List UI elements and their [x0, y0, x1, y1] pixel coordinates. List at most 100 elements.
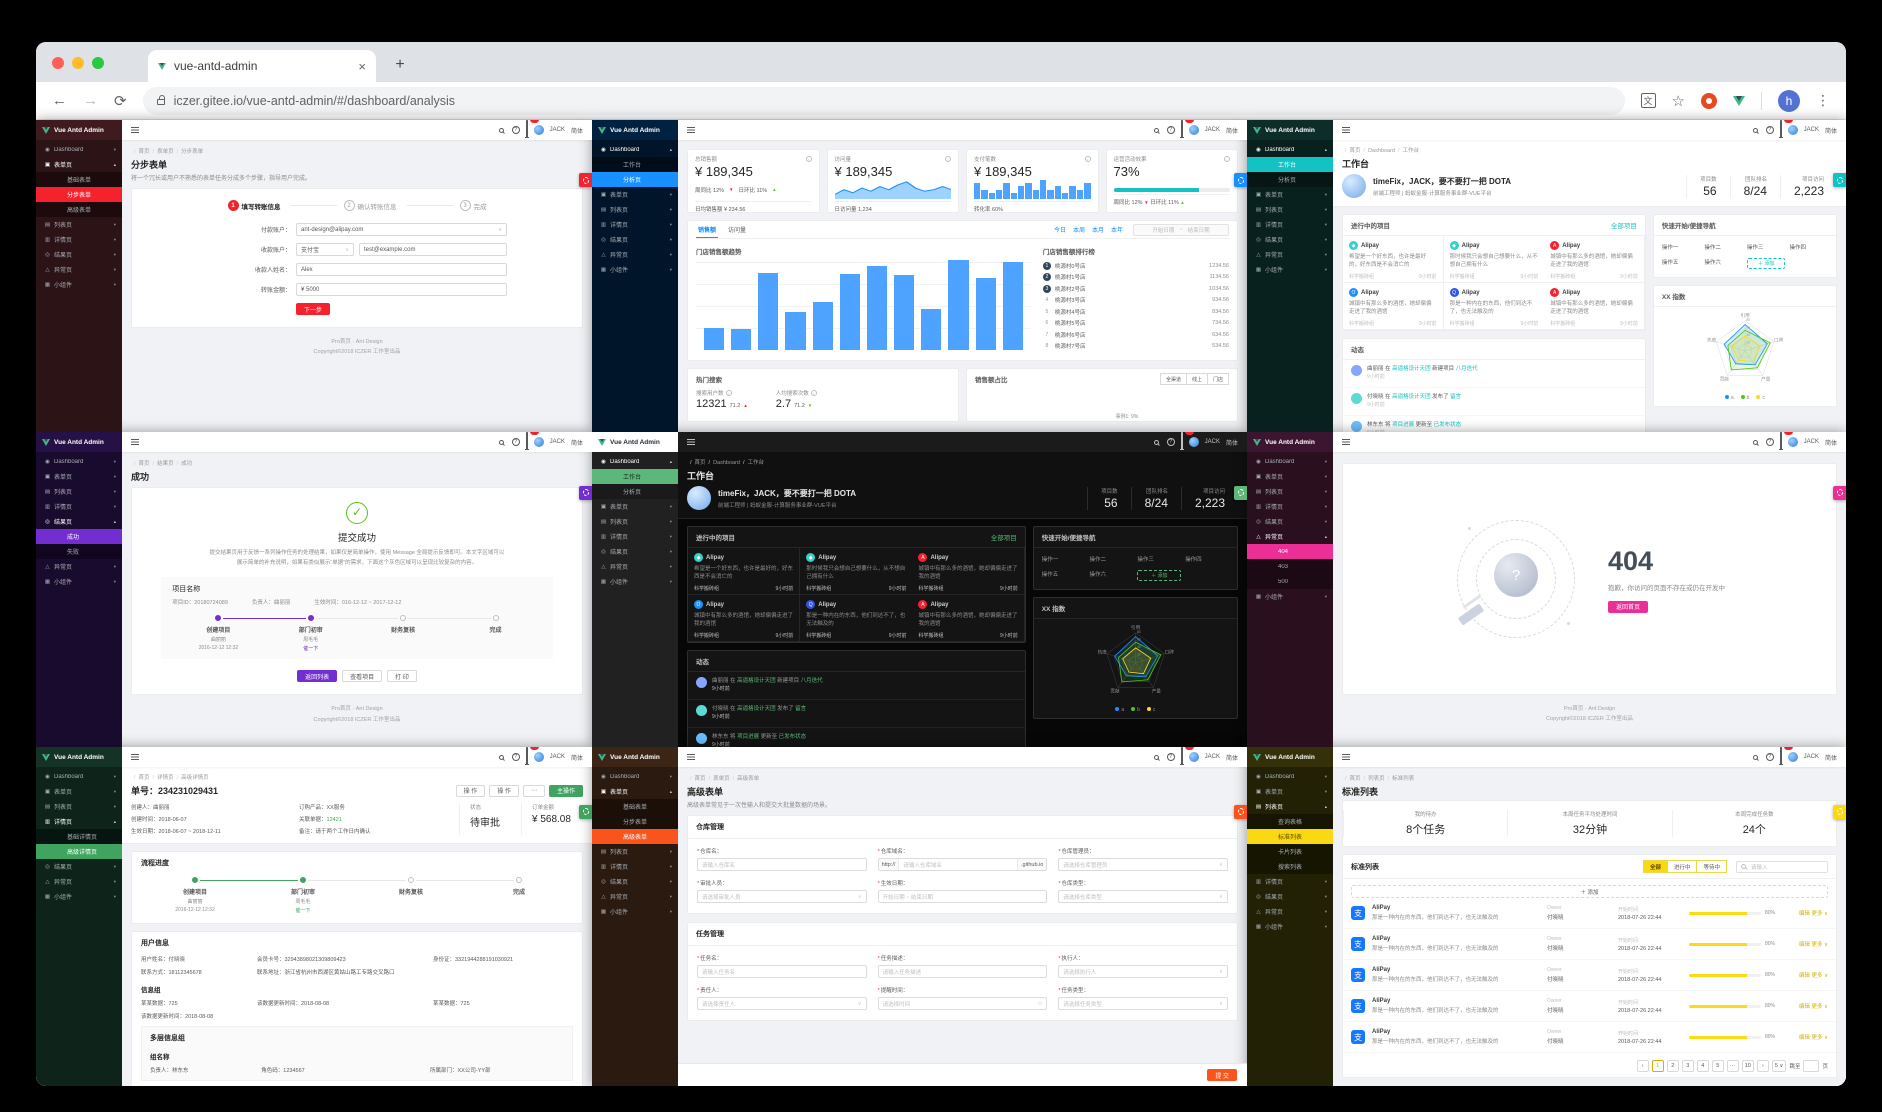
receive-type-select[interactable]: 支付宝 ∨ — [296, 243, 354, 256]
date-range-link[interactable]: 本周 — [1072, 228, 1085, 234]
page-button[interactable]: 5 — [1711, 1060, 1724, 1072]
sidebar-item[interactable]: 基础表单 — [36, 172, 122, 187]
sidebar-item[interactable]: ▣ 表单页 ▴ — [44, 161, 116, 170]
app-logo[interactable]: Vue Antd Admin — [36, 432, 122, 452]
help-icon[interactable]: ? — [511, 753, 520, 761]
project-card[interactable]: Q Alipay 那是一种内在的东西，他们到达不了，也无法触及的 科学搬砖组 9小时… — [800, 595, 913, 642]
user-name[interactable]: JACK — [1803, 127, 1819, 133]
sidebar-item[interactable]: ◎ 结果页 ▾ — [601, 878, 672, 887]
sidebar-item[interactable]: ◎ 结果页 ▾ — [45, 251, 116, 260]
field-input[interactable]: 请输入任务描述 — [877, 965, 1048, 978]
sidebar-item[interactable]: ▣ 表单页 ▾ — [1255, 191, 1327, 200]
search-icon[interactable] — [1153, 439, 1159, 445]
action-button[interactable]: 操 作 — [489, 784, 519, 797]
help-icon[interactable]: ? — [1166, 126, 1175, 134]
language-selector[interactable]: 简体 — [1824, 440, 1837, 447]
project-card[interactable]: ◆ Alipay 希望是一个好东西，也许是最好的，好东西是不会消亡的 科学搬砖组 9… — [688, 548, 801, 595]
channel-option[interactable]: 门店 — [1206, 373, 1229, 385]
quick-op-link[interactable]: 操作六 — [1704, 260, 1721, 266]
sidebar-item[interactable]: ◎ 结果页 ▴ — [45, 518, 116, 527]
sidebar-item[interactable]: 卡片列表 — [1247, 844, 1333, 859]
notifications-button[interactable]: 12 — [525, 432, 539, 451]
search-icon[interactable] — [1153, 127, 1159, 133]
page-button[interactable]: 5 ∨ — [1771, 1060, 1787, 1072]
user-avatar[interactable] — [1787, 752, 1798, 762]
help-icon[interactable]: ? — [1166, 753, 1175, 761]
date-range-link[interactable]: 本月 — [1091, 228, 1104, 234]
main-action-button[interactable]: 主操作 — [548, 784, 583, 797]
theme-settings-button[interactable] — [1234, 485, 1247, 500]
sidebar-item[interactable]: ◉ Dashboard ▾ — [1256, 458, 1327, 465]
date-range-link[interactable]: 本年 — [1110, 228, 1123, 234]
theme-settings-button[interactable] — [579, 173, 592, 188]
jump-page-input[interactable] — [1803, 1060, 1820, 1072]
help-icon[interactable]: ? — [511, 438, 520, 446]
sidebar-item[interactable]: 基础表单 — [592, 799, 678, 814]
sidebar-item[interactable]: 查询表格 — [1247, 814, 1333, 829]
help-icon[interactable]: ? — [1765, 126, 1774, 134]
payment-account-select[interactable]: ant-design@alipay.com ∨ — [296, 223, 507, 236]
all-projects-link[interactable]: 全部项目 — [1610, 223, 1637, 230]
field-input[interactable]: 请输入仓库名 — [697, 858, 867, 871]
next-step-button[interactable]: 下一步 — [296, 303, 331, 315]
page-button[interactable]: 4 — [1696, 1060, 1709, 1072]
field-input[interactable]: 请选择仓库管理员 ∨ — [1058, 858, 1228, 871]
filter-option[interactable]: 进行中 — [1666, 860, 1698, 873]
user-name[interactable]: JACK — [549, 754, 565, 760]
user-name[interactable]: JACK — [1204, 754, 1220, 760]
edit-link[interactable]: 编辑 — [1798, 973, 1810, 979]
notifications-button[interactable]: 12 — [1779, 432, 1793, 451]
list-search-input[interactable]: 请输入 — [1736, 860, 1828, 873]
info-icon[interactable]: i — [725, 390, 732, 396]
theme-settings-button[interactable] — [1833, 485, 1846, 500]
close-window-button[interactable] — [52, 57, 64, 69]
project-card[interactable]: ◆ Alipay 那时候我只会想自己想要什么，从不想自己拥有什么 科学搬砖组 9小时… — [1443, 236, 1545, 283]
notifications-button[interactable]: 12 — [525, 120, 539, 139]
collapse-sidebar-icon[interactable] — [131, 439, 139, 445]
sidebar-item[interactable]: ▥ 详情页 ▾ — [44, 236, 116, 245]
sidebar-item[interactable]: ▥ 详情页 ▾ — [1255, 503, 1327, 512]
edit-link[interactable]: 编辑 — [1798, 911, 1810, 917]
sidebar-item[interactable]: 分析页 — [592, 172, 678, 187]
sidebar-item[interactable]: 高级详情页 — [36, 844, 122, 859]
sidebar-item[interactable]: ▦ 小组件 ▾ — [600, 908, 672, 917]
sidebar-item[interactable]: ◉ Dashboard ▾ — [45, 146, 116, 153]
collapse-sidebar-icon[interactable] — [131, 127, 139, 133]
field-input[interactable]: 请选择执行人 ∨ — [1058, 965, 1228, 978]
sidebar-item[interactable]: 工作台 — [592, 157, 678, 172]
notifications-button[interactable]: 12 — [1779, 747, 1793, 766]
sidebar-item[interactable]: 500 — [1247, 574, 1333, 589]
page-button[interactable]: ‹ — [1636, 1060, 1649, 1072]
channel-option[interactable]: 全渠道 — [1159, 373, 1187, 385]
user-name[interactable]: JACK — [549, 127, 565, 133]
sidebar-item[interactable]: 分步表单 — [36, 187, 122, 202]
tab-sales[interactable]: 销售额 — [696, 221, 719, 238]
tab-close-icon[interactable]: × — [358, 58, 366, 74]
sidebar-item[interactable]: ▤ 列表页 ▾ — [1255, 206, 1327, 215]
search-icon[interactable] — [1752, 754, 1758, 760]
sidebar-item[interactable]: △ 异常页 ▾ — [601, 893, 672, 902]
language-selector[interactable]: 简体 — [570, 128, 583, 135]
more-link[interactable]: 更多 ∨ — [1811, 942, 1828, 948]
sidebar-item[interactable]: 搜索列表 — [1247, 859, 1333, 874]
sidebar-item[interactable]: ▤ 列表页 ▾ — [44, 488, 116, 497]
user-name[interactable]: JACK — [1803, 439, 1819, 445]
sidebar-item[interactable]: ▦ 小组件 ▾ — [600, 266, 672, 275]
info-icon[interactable]: i — [1224, 156, 1230, 162]
profile-avatar[interactable]: h — [1778, 89, 1800, 112]
project-card[interactable]: A Alipay 城镇中有那么多的酒馆，她却偏偏走进了我的酒馆 科学搬砖组 9小时前 — [912, 595, 1025, 642]
receive-account-input[interactable]: test@example.com — [359, 243, 507, 256]
sidebar-item[interactable]: △ 异常页 ▾ — [1256, 908, 1327, 917]
project-card[interactable]: O Alipay 城镇中有那么多的酒馆，她却偏偏走进了我的酒馆 科学搬砖组 9小时前 — [1343, 283, 1444, 330]
search-icon[interactable] — [498, 754, 504, 760]
app-logo[interactable]: Vue Antd Admin — [1247, 747, 1333, 767]
project-card[interactable]: O Alipay 城镇中有那么多的酒馆，她却偏偏走进了我的酒馆 科学搬砖组 9小时前 — [688, 595, 801, 642]
sidebar-item[interactable]: 分析页 — [592, 484, 678, 499]
channel-option[interactable]: 线上 — [1185, 373, 1208, 385]
language-selector[interactable]: 简体 — [1225, 440, 1238, 447]
sidebar-item[interactable]: ◉ Dashboard ▴ — [601, 146, 672, 153]
sidebar-item[interactable]: ◉ Dashboard ▾ — [1256, 773, 1327, 780]
quick-op-link[interactable]: 操作二 — [1089, 557, 1107, 563]
sidebar-item[interactable]: ▣ 表单页 ▾ — [600, 503, 672, 512]
vue-devtools-extension-icon[interactable] — [1733, 95, 1745, 106]
